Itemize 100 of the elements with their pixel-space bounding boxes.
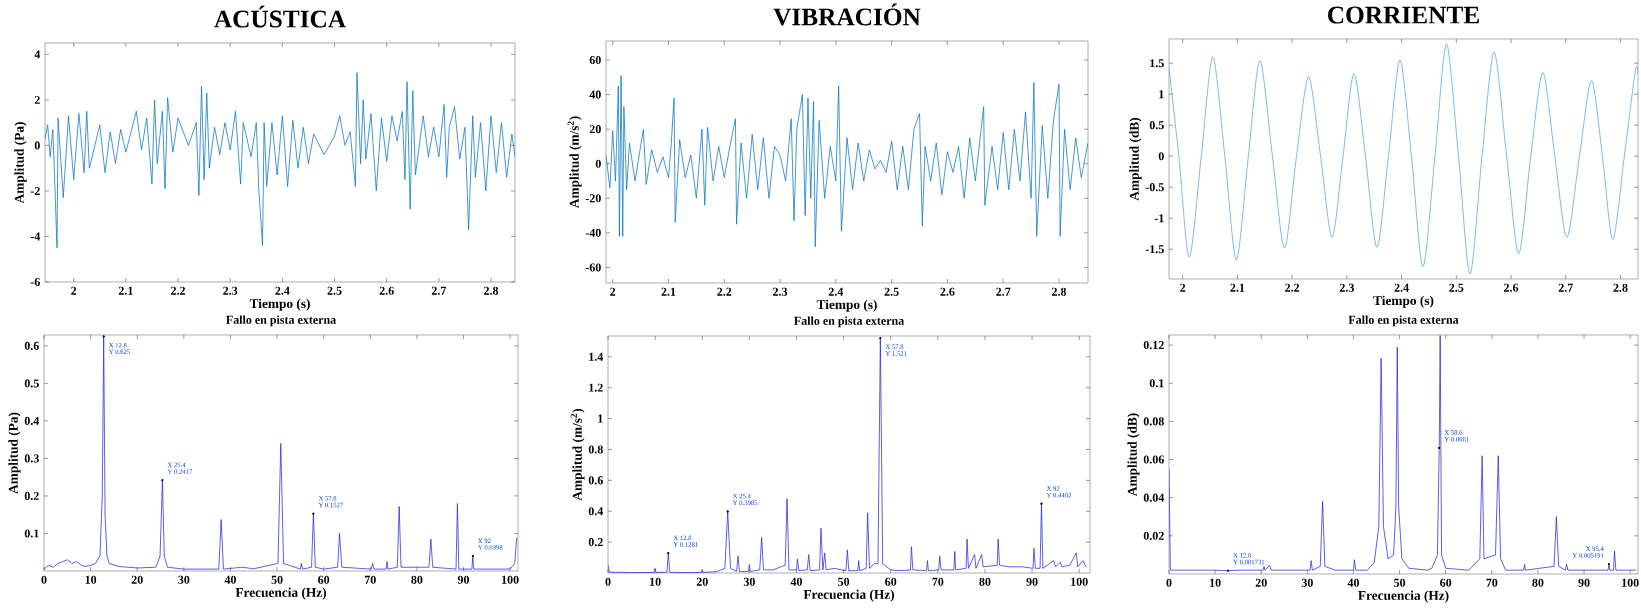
y-tick-label: 0.5 <box>24 379 39 388</box>
y-tick-label: 0.2 <box>24 491 39 501</box>
x-tick-label: 2.8 <box>1613 283 1628 292</box>
y-tick-label: -1.5 <box>1145 245 1164 254</box>
y-tick-label: 1 <box>598 414 603 423</box>
x-tick-label: 90 <box>457 575 470 584</box>
x-tick-label: 20 <box>131 575 143 584</box>
x-tick-label: 2 <box>1180 283 1186 292</box>
y-tick-label: 0.6 <box>24 341 39 350</box>
y-axis-title: Amplitud (m/s$^{2}$) <box>570 408 585 501</box>
y-tick-label: 0.6 <box>588 476 603 485</box>
y-tick-label: 0.1 <box>1149 379 1164 388</box>
y-tick-label: 0.04 <box>1143 493 1165 502</box>
x-tick-label: 2.7 <box>996 287 1011 296</box>
y-tick-label: -4 <box>30 232 41 241</box>
x-tick-label: 80 <box>411 575 423 584</box>
x-axis-title: Tiempo (s) <box>816 299 877 312</box>
line-series <box>45 72 516 249</box>
y-tick-label: -60 <box>585 263 601 272</box>
x-tick-label: 2.3 <box>223 286 238 295</box>
line-series <box>608 337 1087 573</box>
x-tick-label: 2.6 <box>379 286 394 295</box>
x-tick-label: 2.7 <box>431 286 447 295</box>
x-tick-label: 2.5 <box>884 287 899 296</box>
x-tick-label: 70 <box>932 577 944 586</box>
x-tick-label: 2.8 <box>484 286 499 295</box>
y-tick-label: -6 <box>30 277 40 287</box>
y-tick-label: 1 <box>1159 90 1164 99</box>
y-tick-label: 0.4 <box>588 507 604 516</box>
chart-title: Fallo en pista externa <box>1348 315 1459 327</box>
y-tick-label: 0 <box>34 141 40 150</box>
x-tick-label: 30 <box>178 575 190 584</box>
chart-title: VIBRACIÓN <box>773 3 921 26</box>
chart-title: ACÚSTICA <box>214 5 346 28</box>
x-tick-label: 2.1 <box>1230 283 1245 292</box>
x-tick-label: 2.2 <box>171 286 186 295</box>
x-tick-label: 10 <box>1210 578 1221 587</box>
y-tick-label: -1 <box>1154 214 1164 223</box>
y-tick-label: 1.5 <box>1150 59 1164 68</box>
x-tick-label: 2.4 <box>1394 283 1409 292</box>
y-tick-label: 0.12 <box>1143 341 1164 350</box>
x-axis-title: Frecuencia (Hz) <box>803 589 895 602</box>
y-tick-label: 0.8 <box>588 445 603 454</box>
y-tick-label: 1.4 <box>589 352 604 361</box>
y-axis-title: Amplitud (dB) <box>1127 413 1140 497</box>
x-tick-label: 80 <box>979 577 991 586</box>
x-tick-label: 40 <box>224 575 236 584</box>
y-tick-label: -20 <box>585 194 601 203</box>
line-series <box>1169 43 1638 275</box>
x-tick-label: 80 <box>1532 578 1544 587</box>
x-tick-label: 0 <box>41 575 47 584</box>
x-tick-label: 50 <box>838 577 850 586</box>
y-tick-label: 0.2 <box>588 538 603 547</box>
x-tick-label: 60 <box>1440 578 1452 587</box>
chart-title: CORRIENTE <box>1328 6 1479 24</box>
x-tick-label: 2.4 <box>828 287 844 296</box>
x-tick-label: 100 <box>1071 577 1088 586</box>
x-axis-title: Tiempo (s) <box>1373 295 1434 308</box>
x-tick-label: 2.2 <box>1285 283 1300 292</box>
line-series <box>44 335 517 570</box>
y-tick-label: 1.2 <box>589 383 603 392</box>
y-tick-label: 0.3 <box>24 454 39 463</box>
y-axis-title: Amplitud (Pa) <box>14 122 27 204</box>
x-tick-label: 2.3 <box>773 287 788 296</box>
x-tick-label: 2.1 <box>118 286 133 295</box>
line-series <box>606 75 1088 248</box>
x-axis-title: Frecuencia (Hz) <box>1358 590 1449 603</box>
x-tick-label: 2.6 <box>940 287 955 296</box>
y-axis-title: Amplitud (dB) <box>1129 117 1142 201</box>
x-tick-label: 60 <box>885 577 897 586</box>
x-tick-label: 2 <box>71 286 77 295</box>
chart-title: Fallo en pista externa <box>794 316 904 328</box>
y-tick-label: 4 <box>34 50 41 59</box>
y-tick-label: 0.02 <box>1143 531 1164 540</box>
x-tick-label: 2.2 <box>717 287 732 296</box>
x-tick-label: 90 <box>1026 577 1038 586</box>
x-tick-label: 70 <box>364 575 376 584</box>
x-tick-label: 50 <box>1394 578 1406 587</box>
y-tick-label: 40 <box>589 90 601 99</box>
x-axis-title: Tiempo (s) <box>249 298 310 311</box>
y-tick-label: 0.4 <box>24 416 40 425</box>
y-tick-label: 20 <box>589 125 601 134</box>
x-tick-label: 10 <box>650 577 661 586</box>
y-tick-label: 0.08 <box>1143 417 1164 426</box>
x-tick-label: 30 <box>1301 578 1313 587</box>
chart-title: Fallo en pista externa <box>226 315 336 327</box>
x-tick-label: 60 <box>318 575 330 584</box>
y-tick-label: -0.5 <box>1145 183 1164 192</box>
x-tick-label: 2.5 <box>1449 283 1464 292</box>
y-tick-label: 0.5 <box>1149 121 1164 130</box>
x-tick-label: 2.4 <box>275 286 290 295</box>
x-tick-label: 2.5 <box>327 286 342 295</box>
x-tick-label: 50 <box>271 575 283 584</box>
x-tick-label: 2.8 <box>1052 287 1067 296</box>
y-tick-label: 60 <box>589 55 601 65</box>
x-tick-label: 2 <box>610 287 616 296</box>
x-tick-label: 100 <box>1622 578 1639 587</box>
x-tick-label: 20 <box>696 577 708 586</box>
x-axis-title: Frecuencia (Hz) <box>235 587 327 600</box>
x-tick-label: 2.7 <box>1558 283 1573 292</box>
